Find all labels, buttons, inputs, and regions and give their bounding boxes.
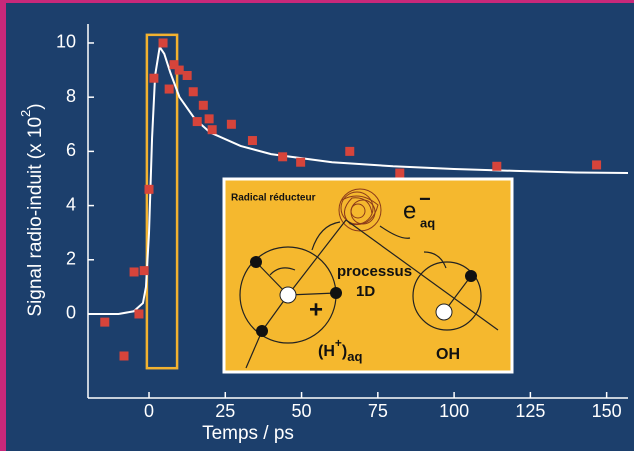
fit-line (88, 44, 629, 315)
y-tick-label: 10 (56, 32, 76, 52)
data-point (492, 161, 502, 171)
data-point (169, 60, 179, 70)
data-point (174, 65, 184, 75)
data-point (134, 309, 144, 319)
data-point (296, 157, 306, 167)
data-point (192, 117, 202, 127)
x-tick-label: 50 (292, 401, 312, 421)
data-point (158, 38, 168, 48)
data-point (100, 317, 110, 327)
plus-label: + (309, 296, 323, 323)
data-point (188, 87, 198, 97)
hydroxyl-label: OH (436, 346, 460, 363)
x-tick-label: 25 (215, 401, 235, 421)
y-tick-label: 8 (66, 86, 76, 106)
proton-label: (H+)aq (318, 336, 362, 364)
radical-cluster (338, 188, 382, 232)
data-point (395, 168, 405, 178)
data-point (198, 100, 208, 110)
data-point (144, 184, 154, 194)
y-label-end: ) (25, 103, 46, 109)
inset-diagram: Radical réducteur e − aq processus 1D + … (222, 177, 514, 374)
data-point (204, 114, 214, 124)
process-dim: 1D (356, 283, 375, 300)
electron-sub: aq (420, 215, 435, 230)
data-point (345, 146, 355, 156)
data-point (119, 351, 129, 361)
particle-center (279, 286, 297, 304)
y-axis-label: Signal radio-induit (x 102) (18, 103, 46, 316)
right-sphere (412, 261, 482, 331)
y-tick-label: 4 (66, 194, 76, 214)
data-point (592, 160, 602, 170)
y-label-exponent: 2 (18, 110, 33, 117)
proton-sup: + (335, 336, 342, 350)
y-tick-label: 0 (66, 303, 76, 323)
proton-open: (H (318, 343, 335, 360)
x-tick-label: 125 (515, 401, 545, 421)
data-point (149, 73, 159, 83)
frame-top (0, 0, 634, 3)
x-tick-label: 100 (439, 401, 469, 421)
data-point (182, 70, 192, 80)
x-tick-label: 150 (592, 401, 622, 421)
frame-left (0, 0, 6, 451)
data-point (129, 267, 139, 277)
proton-sub: aq (347, 349, 362, 364)
particle (250, 256, 262, 268)
process-label: processus (337, 263, 412, 280)
data-point (139, 266, 149, 276)
y-tick-label: 6 (66, 140, 76, 160)
particle (330, 287, 342, 299)
y-tick-label: 2 (66, 249, 76, 269)
particle (465, 270, 477, 282)
particle (256, 325, 268, 337)
x-tick-label: 0 (144, 401, 154, 421)
y-label-text: Signal radio-induit (x 10 (25, 117, 46, 317)
particle-center (435, 303, 453, 321)
highlight-region (145, 33, 179, 370)
electron-sup: − (419, 188, 431, 210)
data-point (278, 152, 288, 162)
x-tick-label: 75 (368, 401, 388, 421)
data-point (207, 125, 217, 135)
electron-label: e (403, 197, 416, 224)
radical-label: Radical réducteur (231, 193, 316, 204)
x-axis-label: Temps / ps (202, 423, 294, 444)
proton-close: ) (342, 343, 347, 360)
data-point (226, 119, 236, 129)
data-point (164, 84, 174, 94)
data-point (247, 136, 257, 146)
